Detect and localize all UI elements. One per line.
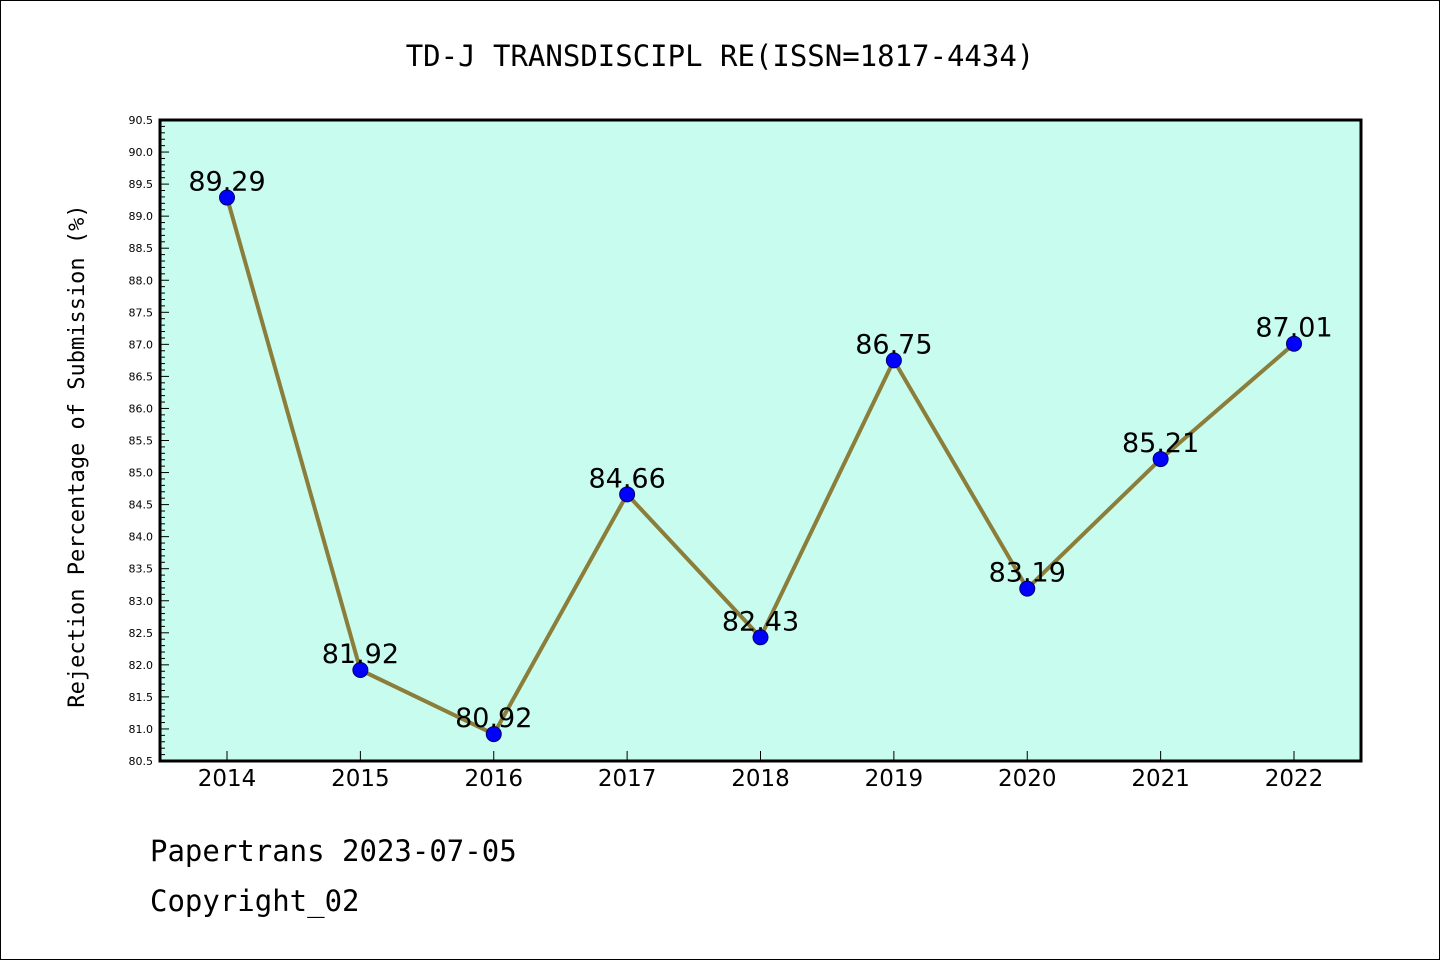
- x-tick-label: 2017: [598, 766, 657, 792]
- x-tick-label: 2022: [1265, 766, 1324, 792]
- data-point: [752, 629, 769, 646]
- y-tick-label: 84.5: [129, 499, 154, 512]
- data-point: [619, 486, 636, 503]
- y-tick-label: 85.0: [129, 467, 154, 480]
- x-tick-label: 2018: [731, 766, 790, 792]
- y-tick-label: 90.5: [129, 114, 154, 127]
- data-label: 81.92: [322, 639, 399, 670]
- y-tick-label: 88.0: [129, 274, 154, 287]
- y-tick-label: 82.5: [129, 627, 154, 640]
- plot-area: [160, 120, 1361, 761]
- data-label: 84.66: [588, 463, 665, 494]
- y-tick-label: 82.0: [129, 659, 154, 672]
- x-tick-label: 2015: [331, 766, 390, 792]
- data-point: [1152, 451, 1169, 468]
- data-label: 80.92: [455, 703, 532, 734]
- plot-border: [158, 118, 1363, 763]
- y-tick-label: 83.0: [129, 595, 154, 608]
- series-layer: 89.29 81.92 80.92 84.66 82.43 86.75 83.19 85.21…: [188, 167, 1333, 743]
- y-tick-label: 86.5: [129, 370, 154, 383]
- data-label: 82.43: [722, 606, 799, 637]
- x-tick-label: 2016: [464, 766, 523, 792]
- data-point: [219, 189, 235, 206]
- y-tick-label: 89.5: [129, 178, 154, 191]
- x-tick-label: 2014: [198, 766, 257, 792]
- y-tick-label: 87.0: [129, 338, 154, 351]
- data-label: 86.75: [855, 329, 932, 360]
- y-tick-label: 81.0: [129, 723, 154, 736]
- data-point: [885, 352, 902, 369]
- y-tick-label: 81.5: [129, 691, 154, 704]
- data-point: [485, 726, 502, 743]
- y-tick-label: 84.0: [129, 531, 154, 544]
- data-label: 89.29: [188, 167, 265, 198]
- x-axis-ticks: 2014 2015 2016 2017 2018 2019 2020 2021 2022: [198, 751, 1324, 792]
- data-label: 83.19: [989, 558, 1066, 589]
- y-tick-label: 85.5: [129, 435, 154, 448]
- x-tick-label: 2021: [1131, 766, 1190, 792]
- y-axis-label: Rejection Percentage of Submission (%): [65, 204, 90, 707]
- y-tick-label: 87.5: [129, 306, 154, 319]
- y-tick-label: 88.5: [129, 242, 154, 255]
- data-point: [1019, 580, 1036, 597]
- footer-date: Papertrans 2023-07-05: [150, 834, 517, 868]
- data-label: 85.21: [1122, 428, 1199, 459]
- y-tick-label: 89.0: [129, 210, 154, 223]
- y-tick-label: 90.0: [129, 146, 154, 159]
- data-point: [352, 661, 369, 678]
- y-tick-label: 80.5: [129, 755, 154, 768]
- x-tick-label: 2020: [998, 766, 1057, 792]
- y-tick-label: 83.5: [129, 563, 154, 576]
- data-label: 87.01: [1255, 313, 1332, 344]
- y-tick-label: 86.0: [129, 402, 154, 415]
- x-tick-label: 2019: [865, 766, 924, 792]
- data-point: [1286, 335, 1302, 352]
- footer-copyright: Copyright_02: [150, 884, 360, 918]
- chart-title: TD-J TRANSDISCIPL RE(ISSN=1817-4434): [406, 39, 1035, 73]
